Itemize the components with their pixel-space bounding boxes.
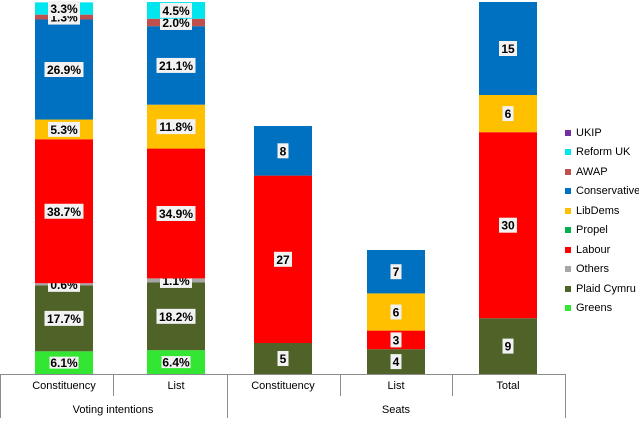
legend-label: Labour bbox=[576, 243, 611, 256]
data-label-box bbox=[48, 1, 80, 17]
data-label-box bbox=[156, 119, 196, 135]
data-label: 3.3% bbox=[50, 2, 78, 16]
legend-item: AWAP bbox=[565, 162, 639, 182]
legend: UKIP Reform UK AWAP Conservatives LibDems Pro… bbox=[565, 123, 639, 318]
legend-swatch bbox=[565, 188, 571, 195]
data-label: 2.0% bbox=[162, 16, 190, 30]
data-label: 26.9% bbox=[47, 63, 81, 77]
data-label-box bbox=[48, 121, 80, 137]
data-label: 30 bbox=[501, 219, 515, 233]
legend-item: Others bbox=[565, 260, 639, 280]
data-label: 27 bbox=[276, 253, 290, 267]
tick-label: List bbox=[167, 380, 184, 392]
data-label-box bbox=[44, 310, 84, 326]
legend-item: Plaid Cymru bbox=[565, 279, 639, 299]
data-label: 5 bbox=[280, 352, 287, 366]
data-label: 9 bbox=[505, 340, 512, 354]
data-label-box bbox=[156, 57, 196, 73]
legend-swatch bbox=[565, 246, 571, 253]
legend-swatch bbox=[565, 207, 571, 214]
data-label: 7 bbox=[393, 265, 400, 279]
data-label: 6.4% bbox=[162, 356, 190, 370]
data-label: 11.8% bbox=[159, 120, 193, 134]
data-label: 5.3% bbox=[50, 123, 78, 137]
legend-swatch bbox=[565, 305, 571, 312]
data-label-box bbox=[46, 353, 82, 372]
legend-label: LibDems bbox=[576, 204, 620, 217]
data-label-box bbox=[499, 217, 517, 233]
tick-label: List bbox=[387, 380, 404, 392]
legend-item: Greens bbox=[565, 299, 639, 319]
data-label: 3 bbox=[393, 333, 400, 347]
legend-label: AWAP bbox=[576, 165, 608, 178]
tick-label: Total bbox=[496, 380, 519, 392]
legend-swatch bbox=[565, 227, 571, 234]
data-label-box bbox=[502, 106, 514, 122]
legend-label: UKIP bbox=[576, 126, 602, 139]
legend-item: Conservatives bbox=[565, 182, 639, 202]
data-label: 8 bbox=[280, 144, 287, 158]
data-label: 6 bbox=[393, 306, 400, 320]
group-label: Seats bbox=[382, 404, 411, 416]
data-label-box bbox=[274, 251, 292, 267]
legend-item: Labour bbox=[565, 240, 639, 260]
data-label-box bbox=[277, 351, 289, 366]
legend-item: Reform UK bbox=[565, 143, 639, 163]
legend-label: Others bbox=[576, 263, 610, 276]
legend-label: Reform UK bbox=[576, 146, 631, 159]
group-label: Voting intentions bbox=[73, 404, 154, 416]
legend-swatch bbox=[565, 129, 571, 136]
legend-swatch bbox=[565, 266, 571, 273]
data-label-box bbox=[499, 41, 517, 56]
data-label-box bbox=[390, 304, 402, 320]
legend-swatch bbox=[565, 168, 571, 175]
data-label: 6.1% bbox=[50, 356, 78, 370]
data-label: 6 bbox=[505, 107, 512, 121]
data-label: 15 bbox=[501, 42, 515, 56]
data-label: 4.5% bbox=[162, 4, 190, 18]
data-label: 34.9% bbox=[159, 207, 193, 221]
legend-label: Plaid Cymru bbox=[576, 282, 636, 295]
data-label-box bbox=[390, 354, 402, 370]
data-label: 4 bbox=[393, 355, 400, 369]
legend-label: Propel bbox=[576, 224, 608, 237]
data-label-box bbox=[158, 353, 194, 372]
data-label-box bbox=[277, 143, 289, 159]
data-label: 21.1% bbox=[159, 59, 193, 73]
data-label-box bbox=[502, 338, 514, 354]
legend-item: Propel bbox=[565, 221, 639, 241]
data-label-box bbox=[160, 2, 192, 18]
legend-swatch bbox=[565, 149, 571, 156]
data-label-box bbox=[390, 264, 402, 280]
legend-item: LibDems bbox=[565, 201, 639, 221]
data-label-box bbox=[156, 205, 196, 221]
data-label-box bbox=[390, 332, 402, 348]
tick-label: Constituency bbox=[251, 380, 315, 392]
data-label: 17.7% bbox=[47, 312, 81, 326]
data-label-box bbox=[44, 62, 84, 78]
data-label-box bbox=[156, 308, 196, 324]
data-label-box bbox=[44, 203, 84, 219]
legend-label: Conservatives bbox=[576, 185, 639, 198]
data-label: 18.2% bbox=[159, 310, 193, 324]
data-label: 38.7% bbox=[47, 205, 81, 219]
legend-item: UKIP bbox=[565, 123, 639, 143]
tick-label: Constituency bbox=[32, 380, 96, 392]
legend-label: Greens bbox=[576, 302, 613, 315]
legend-swatch bbox=[565, 285, 571, 292]
